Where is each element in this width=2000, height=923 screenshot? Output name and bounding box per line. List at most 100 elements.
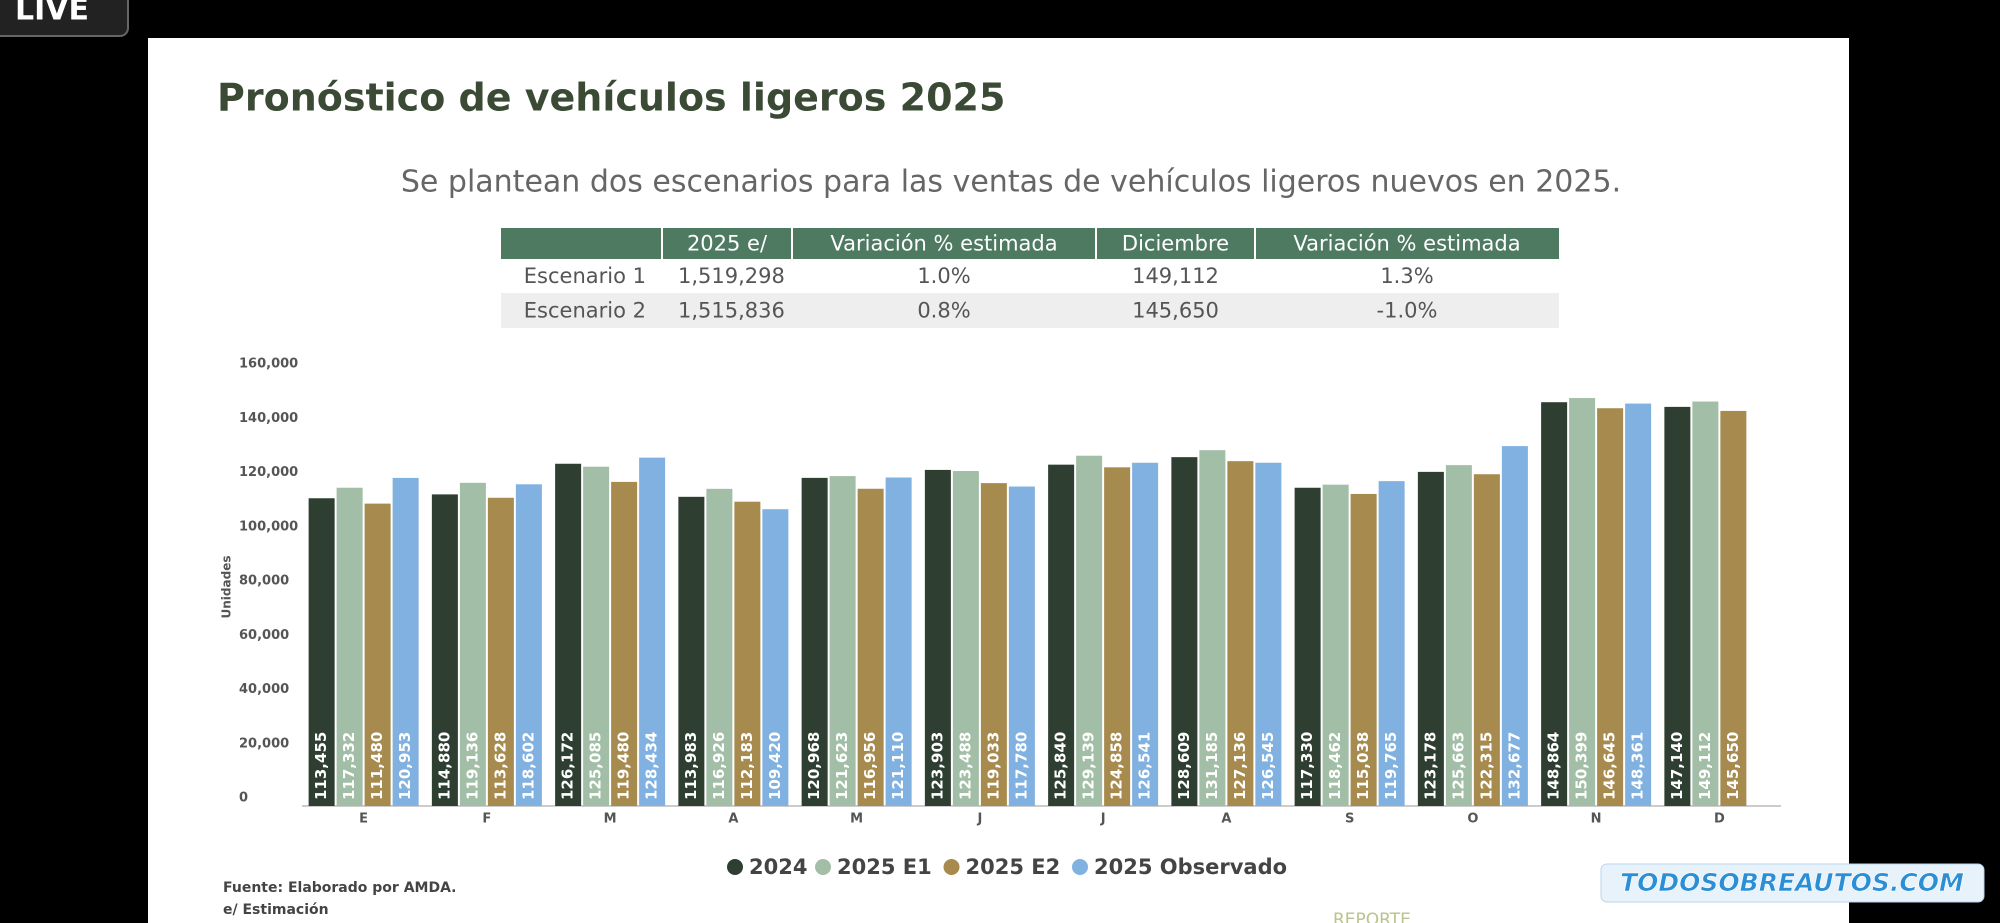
data-label: 123,178 [1421,732,1439,800]
data-label: 125,663 [1449,732,1467,800]
bar [885,477,912,806]
y-tick-label: 80,000 [239,574,289,589]
bar [1692,401,1719,806]
data-label: 115,038 [1354,732,1372,800]
bar [308,498,335,806]
data-label: 129,139 [1080,732,1098,800]
x-tick-label: S [1345,812,1354,827]
table-header-cell: Variación % estimada [1293,232,1520,256]
data-label: 118,462 [1326,732,1344,800]
data-label: 150,399 [1573,732,1591,800]
data-label: 146,645 [1601,732,1619,800]
data-label: 148,864 [1545,732,1563,800]
table-cell: 0.8% [917,299,970,323]
y-tick-label: 160,000 [239,357,298,372]
bar [611,481,638,806]
bar [1294,487,1321,806]
data-label: 121,110 [889,732,907,800]
legend-label: 2025 Observado [1094,855,1287,879]
table-cell: 1.0% [917,264,970,288]
bar [336,487,363,806]
data-label: 131,185 [1203,732,1221,800]
data-label: 149,112 [1696,732,1714,800]
bar [1171,457,1198,806]
y-tick-label: 120,000 [239,465,298,480]
table-cell: -1.0% [1377,299,1438,323]
watermark-box [1600,863,1985,903]
bar [1378,481,1405,806]
table-header-bg [501,228,1559,259]
data-label: 119,480 [615,732,633,800]
data-label: 109,420 [766,732,784,800]
data-label: 112,183 [738,732,756,800]
bar [1625,403,1652,806]
bar [857,488,884,806]
bar [515,484,542,806]
live-badge [0,0,129,37]
x-tick-label: N [1591,812,1602,827]
y-tick-label: 140,000 [239,411,298,426]
bar [1199,450,1226,806]
bar [980,483,1007,806]
table-cell: Escenario 1 [524,264,646,288]
table-cell: 145,650 [1132,299,1219,323]
bar [583,466,610,806]
y-axis-title: Unidades [220,556,234,619]
x-tick-label: A [1221,812,1231,827]
x-tick-label: J [976,812,982,827]
y-tick-label: 20,000 [239,736,289,751]
bar [1255,462,1282,806]
data-label: 119,765 [1382,732,1400,800]
bar [678,496,705,806]
legend-label: 2025 E1 [837,855,932,879]
bar [1350,493,1377,806]
bar [1227,461,1254,806]
bar [1664,406,1691,806]
legend-swatch [943,859,960,875]
title: Pronóstico de vehículos ligeros 2025 [217,76,1005,120]
data-label: 126,545 [1259,732,1277,800]
y-tick-label: 40,000 [239,682,289,697]
data-label: 125,840 [1052,732,1070,800]
legend-label: 2025 E2 [966,855,1061,879]
data-label: 126,541 [1136,732,1154,800]
data-label: 123,903 [928,732,946,800]
data-label: 126,172 [559,732,577,800]
data-label: 122,315 [1477,732,1495,800]
bar [952,471,979,806]
table-header-cell: Variación % estimada [830,232,1057,256]
y-tick-label: 0 [239,791,248,806]
data-label: 113,983 [682,732,700,800]
table-cell: Escenario 2 [524,299,646,323]
bar [1445,465,1472,806]
x-tick-label: M [604,812,617,827]
table-cell: 1.3% [1380,264,1433,288]
bar [762,509,789,806]
table-header-cell: Diciembre [1122,232,1229,256]
bar [706,488,733,806]
bar [459,482,486,806]
data-label: 119,136 [463,732,481,800]
data-label: 128,609 [1175,732,1193,800]
bar [1720,410,1747,806]
bar [487,497,514,806]
bar [924,469,951,806]
legend-swatch [1072,859,1088,875]
legend-swatch [815,859,831,875]
data-label: 117,330 [1298,732,1316,800]
y-tick-label: 60,000 [239,628,289,643]
data-label: 121,623 [833,732,851,800]
data-label: 111,480 [368,732,386,800]
y-tick-label: 100,000 [239,519,298,534]
subtitle: Se plantean dos escenarios para las vent… [401,165,1621,200]
data-label: 123,488 [956,732,974,800]
data-label: 120,953 [396,732,414,800]
bar [1322,484,1349,806]
footnote: e/ Estimación [223,902,329,918]
legend-swatch [727,859,743,875]
bar [639,457,666,806]
footer-text: REPORTE [1333,910,1411,923]
table-header-cell: 2025 e/ [687,232,768,256]
bar [1569,398,1596,806]
data-label: 145,650 [1724,732,1742,800]
